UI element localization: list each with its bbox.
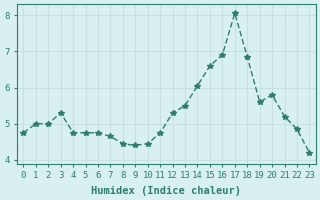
X-axis label: Humidex (Indice chaleur): Humidex (Indice chaleur) <box>92 186 241 196</box>
